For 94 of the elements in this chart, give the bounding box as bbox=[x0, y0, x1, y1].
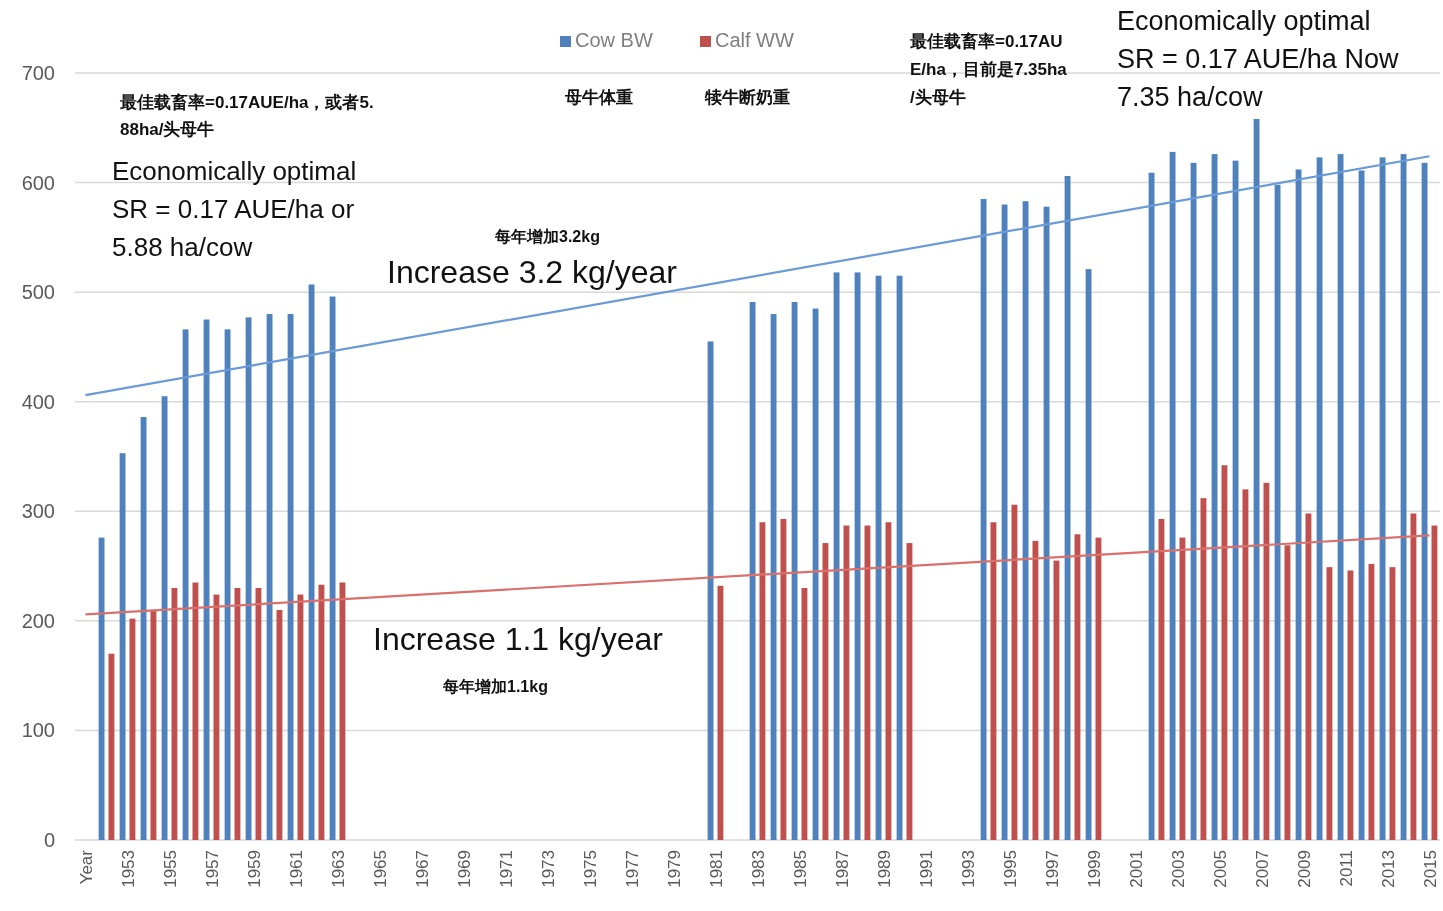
x-tick-label: 2007 bbox=[1252, 850, 1272, 888]
x-tick-label: 2013 bbox=[1378, 850, 1398, 888]
bar bbox=[140, 417, 147, 840]
bar bbox=[1190, 162, 1197, 840]
x-tick-label: 1963 bbox=[328, 850, 348, 888]
bar bbox=[770, 314, 777, 840]
annotation: 母牛体重 bbox=[564, 88, 633, 107]
bar bbox=[1316, 157, 1323, 840]
y-tick-label: 500 bbox=[21, 281, 55, 304]
x-tick-label: 2005 bbox=[1210, 850, 1230, 888]
bar bbox=[854, 272, 861, 840]
bar bbox=[833, 272, 840, 840]
legend-label: Cow BW bbox=[575, 29, 653, 51]
x-tick-label: Year bbox=[76, 849, 96, 885]
x-tick-label: 1975 bbox=[580, 850, 600, 888]
y-tick-label: 300 bbox=[21, 500, 55, 523]
bar bbox=[1022, 201, 1029, 840]
bar bbox=[875, 275, 882, 840]
x-tick-label: 1979 bbox=[664, 850, 684, 888]
bar bbox=[1400, 154, 1407, 840]
x-tick-label: 2003 bbox=[1168, 850, 1188, 888]
x-tick-label: 1973 bbox=[538, 850, 558, 888]
bar bbox=[98, 537, 105, 840]
bar bbox=[1001, 204, 1008, 840]
bar bbox=[329, 296, 336, 840]
x-tick-label: 1983 bbox=[748, 850, 768, 888]
y-tick-label: 100 bbox=[21, 719, 55, 742]
annotation: Increase 1.1 kg/year bbox=[373, 621, 664, 657]
legend-label: Calf WW bbox=[715, 29, 794, 51]
bar bbox=[1253, 119, 1260, 840]
bar bbox=[224, 329, 231, 840]
x-tick-label: 1965 bbox=[370, 850, 390, 888]
annotation: Economically optimal SR = 0.17 AUE/ha Now 7.35 ha/cow bbox=[1117, 6, 1399, 112]
bar bbox=[1358, 170, 1365, 840]
y-tick-label: 200 bbox=[21, 609, 55, 632]
x-tick-label: 1997 bbox=[1042, 850, 1062, 888]
bar bbox=[245, 317, 252, 840]
annotation: Economically optimal SR = 0.17 AUE/ha or 5.88 ha/cow bbox=[112, 156, 357, 262]
bar bbox=[1148, 172, 1155, 840]
annotation: Increase 3.2 kg/year bbox=[387, 254, 678, 290]
bar bbox=[1043, 206, 1050, 840]
x-tick-label: 1957 bbox=[202, 850, 222, 888]
annotation: 最佳载畜率=0.17AUE/ha，或者5.88ha/头母牛 bbox=[119, 92, 374, 139]
x-tick-label: 1953 bbox=[118, 850, 138, 888]
x-tick-label: 1999 bbox=[1084, 850, 1104, 888]
x-tick-label: 1959 bbox=[244, 850, 264, 888]
x-tick-label: 1955 bbox=[160, 850, 180, 888]
y-tick-label: 700 bbox=[21, 62, 55, 84]
bar bbox=[1085, 269, 1092, 840]
bar bbox=[182, 329, 189, 840]
bar bbox=[287, 314, 294, 840]
x-tick-label: 2009 bbox=[1294, 850, 1314, 888]
x-tick-label: 1981 bbox=[706, 850, 726, 888]
bar bbox=[1064, 176, 1071, 840]
bar bbox=[896, 275, 903, 840]
y-tick-label: 400 bbox=[21, 390, 55, 413]
bar bbox=[161, 396, 168, 840]
bar bbox=[1232, 160, 1239, 840]
x-tick-label: 2015 bbox=[1420, 850, 1440, 888]
x-tick-label: 2011 bbox=[1336, 850, 1356, 887]
bar bbox=[266, 314, 273, 840]
annotation: 每年增加3.2kg bbox=[494, 228, 600, 245]
bar bbox=[1295, 169, 1302, 840]
x-tick-label: 1967 bbox=[412, 850, 432, 888]
bar bbox=[1379, 157, 1386, 840]
x-tick-label: 1995 bbox=[1000, 850, 1020, 888]
annotation: 每年增加1.1kg bbox=[442, 678, 548, 695]
x-tick-label: 1971 bbox=[496, 850, 516, 888]
y-tick-label: 600 bbox=[21, 171, 55, 194]
bar bbox=[1274, 184, 1281, 840]
annotation: 最佳载畜率=0.17AUE/ha，目前是7.35ha/头母牛 bbox=[909, 31, 1068, 107]
bar bbox=[1421, 162, 1428, 840]
y-tick-label: 0 bbox=[43, 829, 55, 851]
x-tick-label: 1969 bbox=[454, 850, 474, 888]
x-tick-label: 1987 bbox=[832, 850, 852, 888]
annotation: 犊牛断奶重 bbox=[704, 88, 790, 107]
bar bbox=[1337, 154, 1344, 840]
bar bbox=[707, 341, 714, 840]
x-tick-label: 1989 bbox=[874, 850, 894, 888]
bar bbox=[203, 319, 210, 840]
x-tick-label: 1985 bbox=[790, 850, 810, 888]
x-tick-label: 2001 bbox=[1126, 850, 1146, 888]
bar bbox=[1169, 151, 1176, 840]
bar bbox=[749, 302, 756, 840]
bar bbox=[791, 302, 798, 840]
bar bbox=[812, 308, 819, 840]
x-tick-label: 1961 bbox=[286, 850, 306, 888]
bar bbox=[119, 453, 126, 840]
bar bbox=[308, 284, 315, 840]
x-tick-label: 1993 bbox=[958, 850, 978, 888]
x-tick-label: 1991 bbox=[916, 850, 936, 888]
bar bbox=[1211, 154, 1218, 840]
bar bbox=[980, 199, 987, 840]
x-tick-label: 1977 bbox=[622, 850, 642, 888]
